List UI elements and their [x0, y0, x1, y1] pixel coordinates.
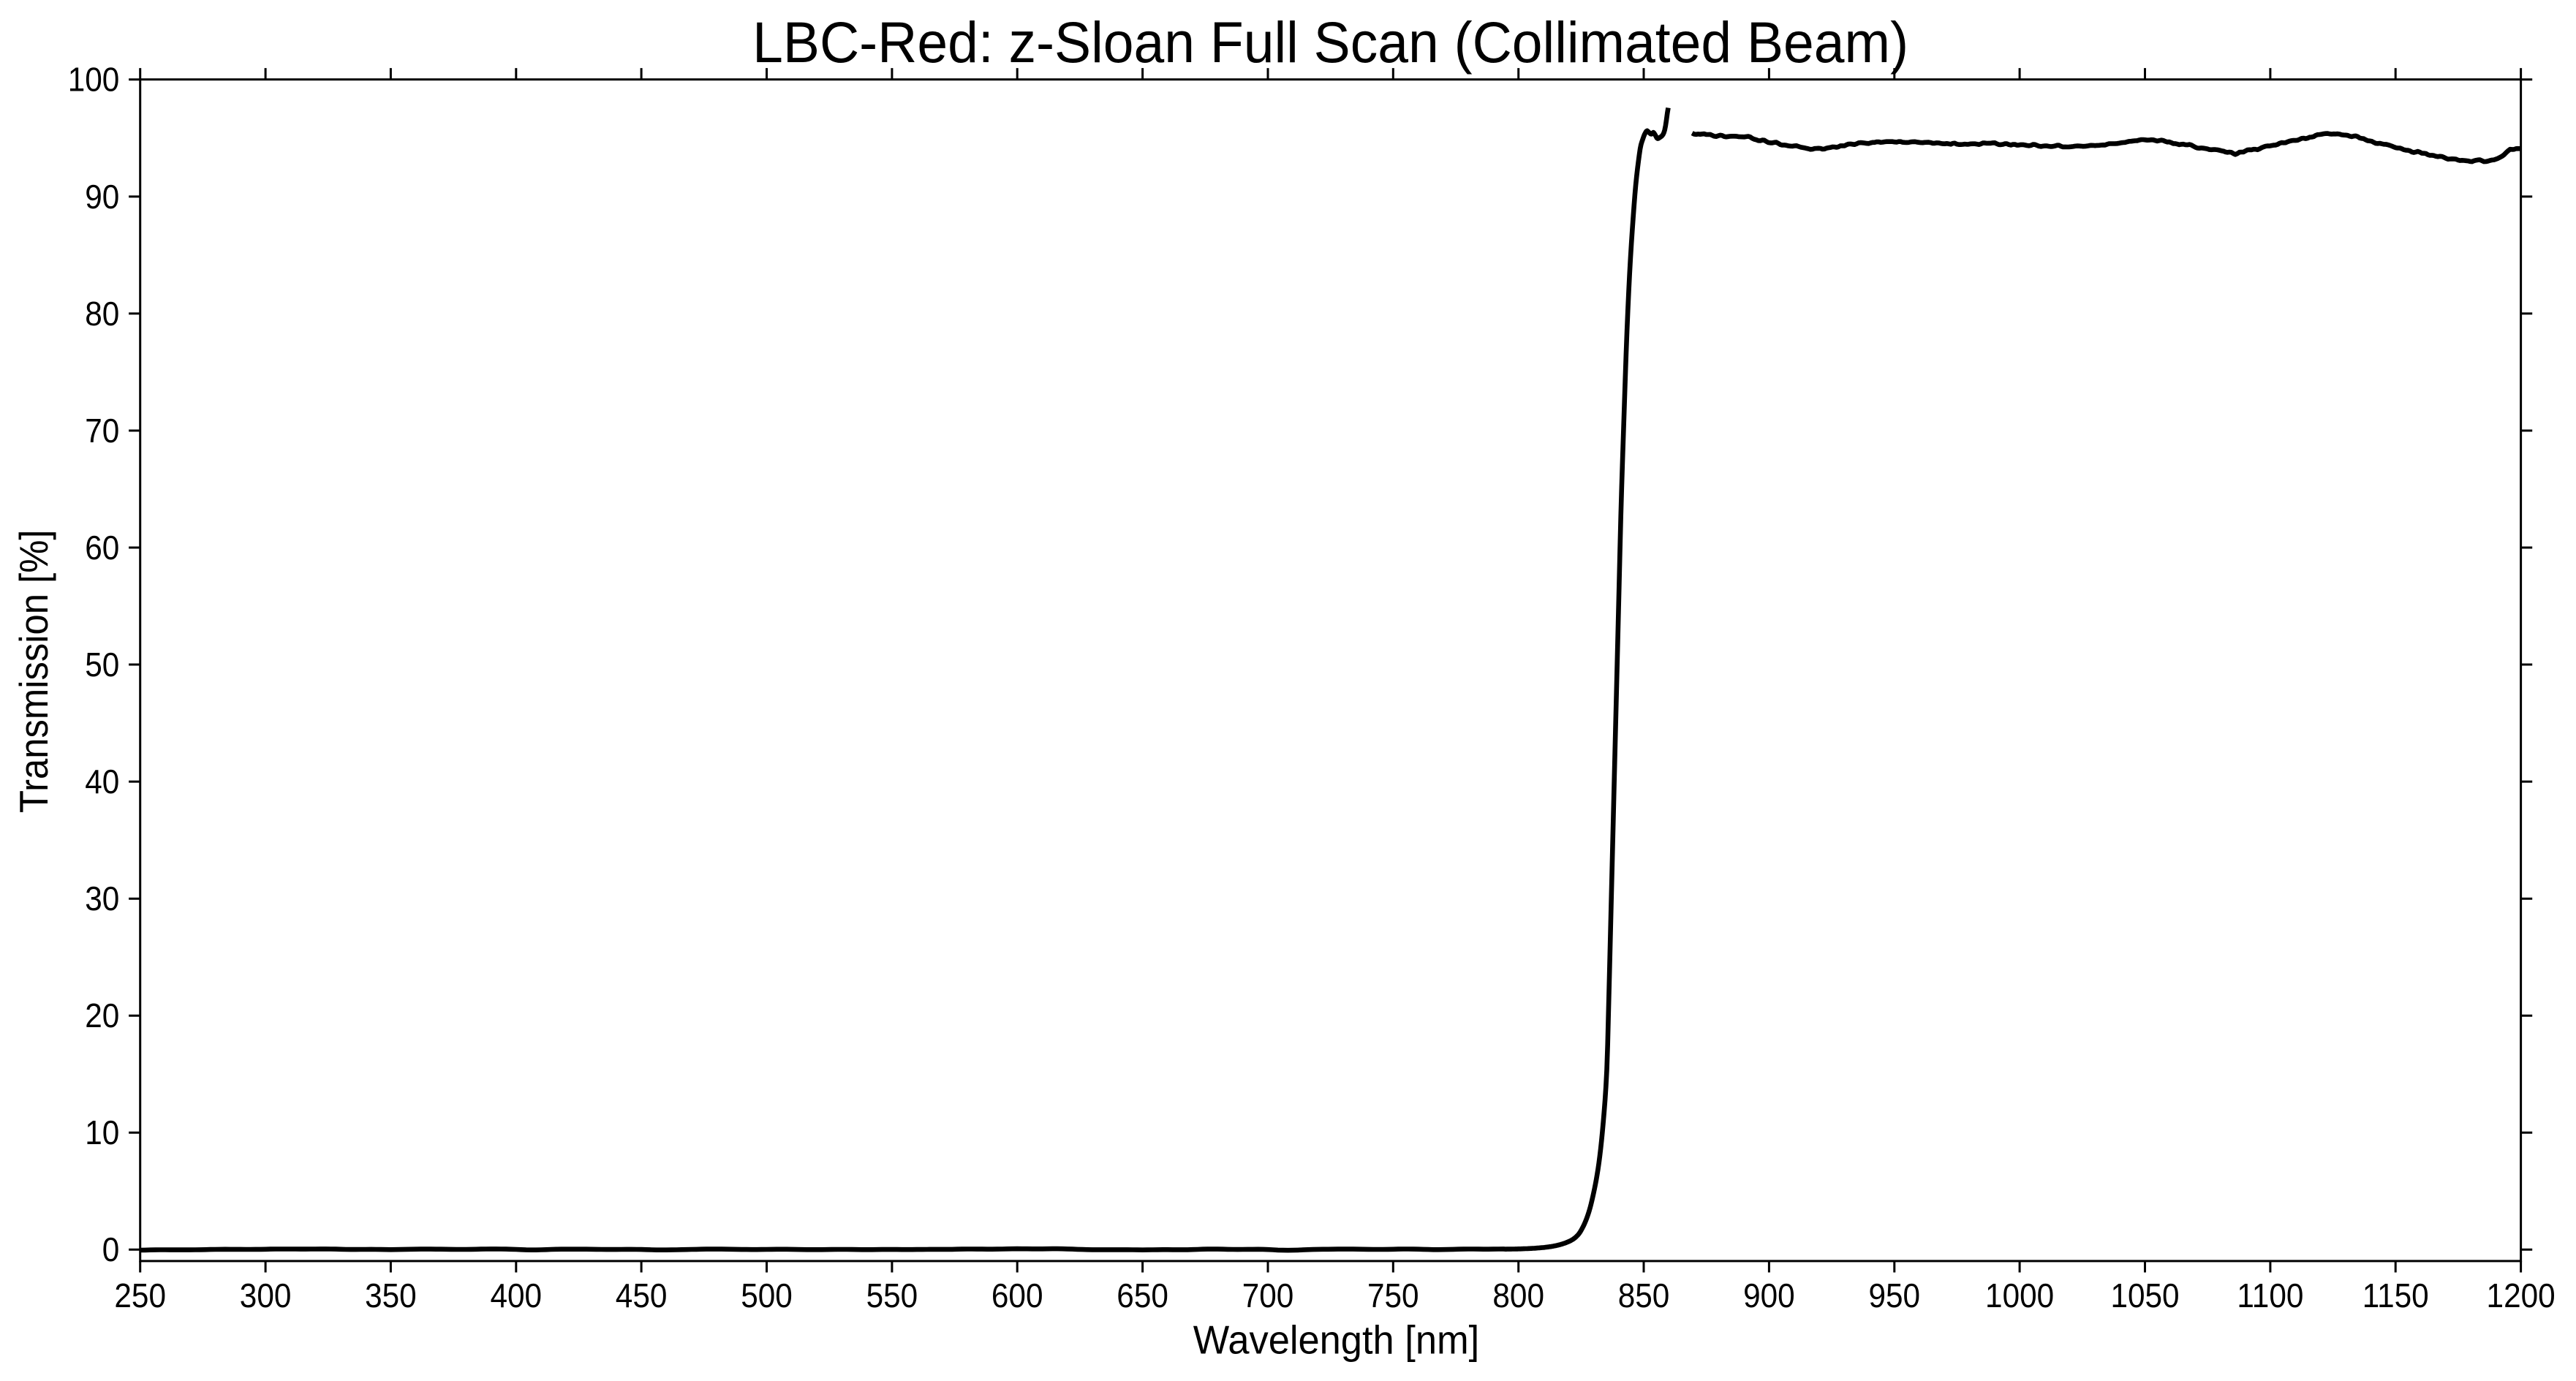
svg-text:1000: 1000: [1985, 1277, 2054, 1314]
svg-text:800: 800: [1492, 1277, 1544, 1314]
svg-text:550: 550: [866, 1277, 918, 1314]
svg-text:1200: 1200: [2487, 1277, 2556, 1314]
svg-text:250: 250: [114, 1277, 166, 1314]
svg-text:300: 300: [240, 1277, 292, 1314]
svg-text:350: 350: [365, 1277, 417, 1314]
svg-text:60: 60: [85, 529, 119, 567]
svg-text:850: 850: [1618, 1277, 1670, 1314]
svg-text:0: 0: [102, 1231, 120, 1268]
svg-text:LBC-Red: z-Sloan Full Scan (Co: LBC-Red: z-Sloan Full Scan (Collimated B…: [752, 11, 1908, 75]
svg-text:80: 80: [85, 295, 119, 333]
svg-text:Transmission [%]: Transmission [%]: [12, 530, 56, 813]
svg-text:100: 100: [68, 61, 120, 99]
svg-text:600: 600: [992, 1277, 1043, 1314]
svg-text:30: 30: [85, 880, 119, 917]
svg-text:500: 500: [741, 1277, 793, 1314]
svg-text:1100: 1100: [2237, 1277, 2303, 1314]
svg-text:70: 70: [85, 412, 119, 450]
svg-text:950: 950: [1869, 1277, 1921, 1314]
svg-text:700: 700: [1242, 1277, 1294, 1314]
svg-text:450: 450: [616, 1277, 668, 1314]
svg-text:900: 900: [1743, 1277, 1795, 1314]
svg-text:1150: 1150: [2362, 1277, 2429, 1314]
svg-text:90: 90: [85, 178, 119, 216]
svg-text:1050: 1050: [2110, 1277, 2179, 1314]
svg-text:40: 40: [85, 763, 119, 801]
svg-text:Wavelength [nm]: Wavelength [nm]: [1193, 1318, 1479, 1362]
svg-text:650: 650: [1117, 1277, 1168, 1314]
svg-text:400: 400: [491, 1277, 543, 1314]
svg-text:20: 20: [85, 997, 119, 1034]
svg-text:10: 10: [85, 1114, 119, 1151]
svg-text:50: 50: [85, 646, 119, 684]
svg-text:750: 750: [1367, 1277, 1419, 1314]
